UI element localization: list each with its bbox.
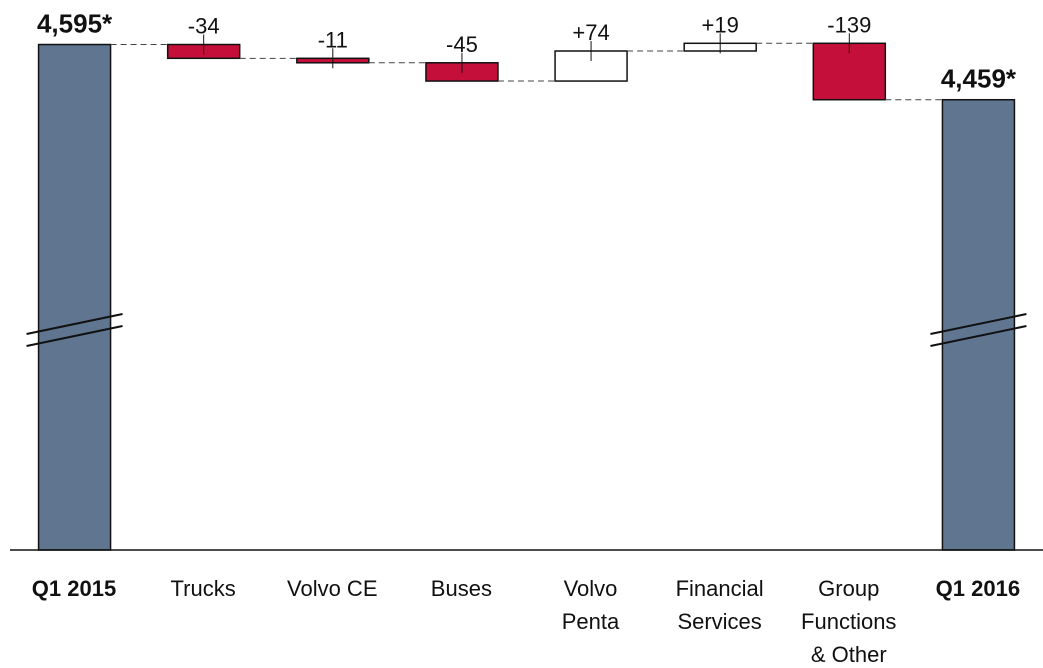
axis-break xyxy=(26,325,123,347)
category-line: Volvo xyxy=(563,576,618,601)
category-line: Buses xyxy=(430,576,492,601)
category-line: Group xyxy=(818,576,880,601)
category-label: Volvo CE xyxy=(268,572,396,605)
category-line: Trucks xyxy=(170,576,236,601)
category-label: Buses xyxy=(397,572,525,605)
category-line: Functions xyxy=(801,609,897,634)
axis-break xyxy=(930,313,1027,335)
total-label: 4,459* xyxy=(941,64,1017,94)
total-label: 4,595* xyxy=(37,9,113,39)
axis-break xyxy=(26,313,123,335)
category-line: Q1 2015 xyxy=(31,576,117,601)
value-label: -45 xyxy=(446,32,478,57)
value-label: -11 xyxy=(318,27,348,52)
axis-break xyxy=(930,325,1027,347)
category-label: Q1 2015 xyxy=(10,572,138,605)
value-label: -139 xyxy=(827,12,871,37)
value-label: +74 xyxy=(572,20,609,45)
category-line: & Other xyxy=(810,642,887,667)
category-label: Q1 2016 xyxy=(914,572,1042,605)
category-line: Penta xyxy=(561,609,620,634)
category-label: Volvo Penta xyxy=(527,572,655,638)
value-label: +19 xyxy=(702,12,739,37)
category-label: Trucks xyxy=(139,572,267,605)
bar xyxy=(37,43,112,551)
category-label: Group Functions & Other xyxy=(785,572,913,668)
category-line: Financial xyxy=(675,576,764,601)
category-line: Q1 2016 xyxy=(935,576,1021,601)
value-label: -34 xyxy=(188,14,220,39)
category-line: Volvo CE xyxy=(287,576,378,601)
category-line: Services xyxy=(677,609,762,634)
category-label: Financial Services xyxy=(656,572,784,638)
